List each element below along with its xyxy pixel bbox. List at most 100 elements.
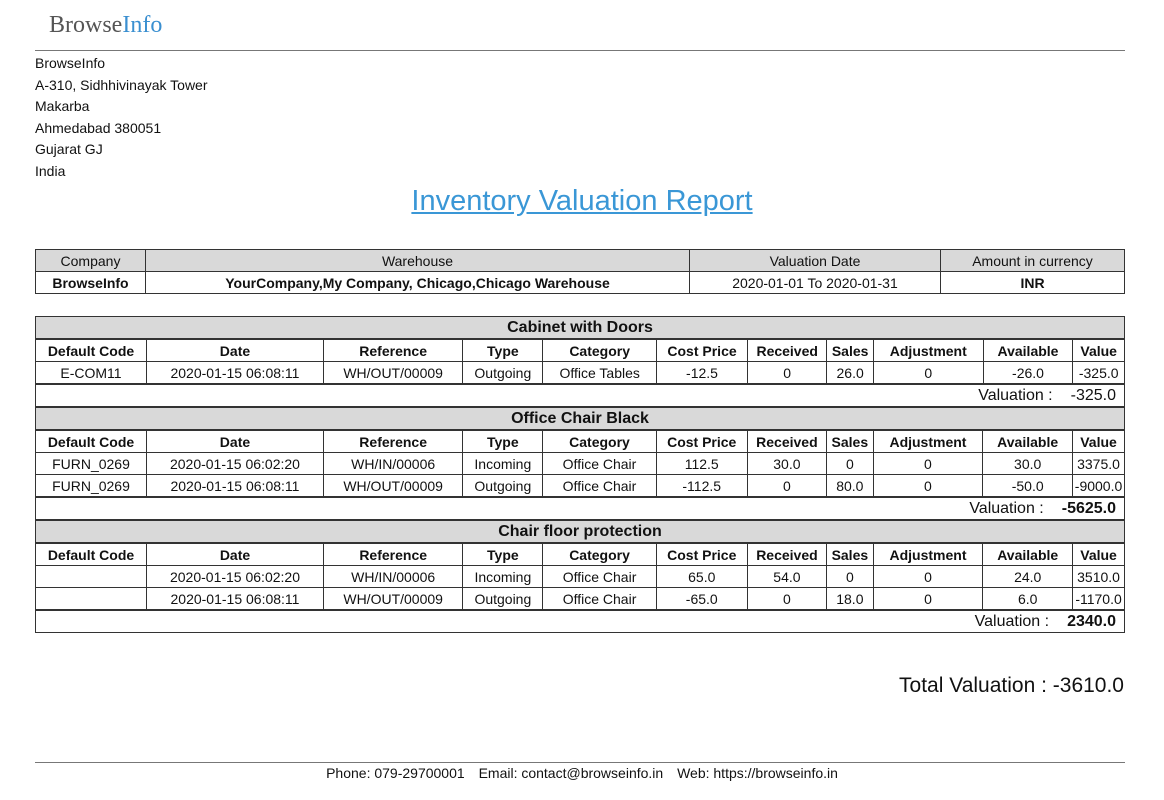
table-cell: 2020-01-15 06:02:20 [145,452,324,475]
report-info-table: Company Warehouse Valuation Date Amount … [35,249,1125,294]
product-moves-table: Default Code Date Reference Type Category Cos… [35,339,1125,384]
table-cell: -26.0 [982,361,1074,384]
table-cell: 0 [746,587,828,610]
total-value: -3610.0 [1052,674,1124,697]
column-header: Adjustment [872,543,984,566]
total-label: Total Valuation : [899,674,1047,697]
column-header: Type [462,339,544,362]
column-header: Sales [826,543,874,566]
table-cell: 0 [872,452,984,475]
table-cell: WH/OUT/00009 [322,587,464,610]
column-header: Default Code [35,339,147,362]
column-header: Category [542,430,657,453]
info-warehouse: YourCompany,My Company, Chicago,Chicago … [145,271,690,294]
product-section: Office Chair Black Default Code Date Refere… [35,407,1125,520]
column-header: Value [1072,430,1125,453]
address-line: Makarba [35,98,90,114]
table-cell: Outgoing [462,474,544,497]
product-name: Office Chair Black [35,407,1125,430]
table-cell: Outgoing [462,361,544,384]
column-header-row: Default Code Date Reference Type Category Cos… [35,430,1125,453]
table-cell [35,587,147,610]
table-cell: E-COM11 [35,361,147,384]
info-value-row: BrowseInfo YourCompany,My Company, Chica… [35,271,1125,294]
product-section: Cabinet with Doors Default Code Date Refere… [35,316,1125,407]
column-header: Available [982,543,1074,566]
column-header: Date [145,430,324,453]
product-section: Chair floor protection Default Code Date Re… [35,520,1125,633]
company-address: BrowseInfo A-310, Sidhhivinayak Tower Ma… [35,53,208,182]
table-cell: WH/OUT/00009 [322,361,464,384]
valuation-label: Valuation : [974,613,1050,630]
info-header-warehouse: Warehouse [145,249,690,272]
table-cell: 2020-01-15 06:02:20 [145,565,325,588]
table-cell: 2020-01-15 06:08:11 [145,361,324,384]
table-cell: 0 [746,474,828,497]
total-valuation: Total Valuation : -3610.0 [899,674,1124,698]
table-cell: Incoming [462,565,544,588]
column-header: Reference [322,339,464,362]
footer-phone: Phone: 079-29700001 [326,765,465,781]
column-header: Sales [826,339,874,362]
table-cell: Office Chair [542,452,657,475]
address-line: Ahmedabad 380051 [35,119,162,136]
table-cell: 3510.0 [1072,565,1125,588]
inventory-table: Cabinet with Doors Default Code Date Refere… [35,316,1125,633]
table-cell: -112.5 [655,474,748,497]
column-header: Value [1072,543,1125,566]
column-header: Received [746,430,828,453]
footer-web: Web: https://browseinfo.in [677,765,838,781]
column-header: Adjustment [872,339,984,362]
table-cell: 24.0 [982,565,1074,588]
table-cell: 80.0 [826,474,874,497]
report-title: Inventory Valuation Report [411,185,753,217]
column-header: Type [462,543,544,566]
table-cell: 0 [872,474,984,497]
info-valuation-date: 2020-01-01 To 2020-01-31 [689,271,941,294]
info-header-valuation-date: Valuation Date [689,249,941,272]
valuation-row: Valuation : 2340.0 [35,610,1125,633]
table-cell: 30.0 [746,452,828,475]
info-header-company: Company [35,249,146,272]
column-header: Available [982,430,1074,453]
table-cell: 0 [826,565,874,588]
table-cell: FURN_0269 [35,474,147,497]
table-cell: WH/IN/00006 [322,565,464,588]
table-cell: 0 [872,361,984,384]
table-cell: FURN_0269 [35,452,147,475]
table-cell: WH/OUT/00009 [322,474,464,497]
table-cell: 2020-01-15 06:08:11 [145,587,325,610]
info-header-currency: Amount in currency [940,249,1125,272]
table-cell: -50.0 [982,474,1074,497]
column-header: Cost Price [655,430,748,453]
footer: Phone: 079-29700001 Email: contact@brows… [0,765,1164,781]
table-cell: 0 [872,565,984,588]
table-row: 2020-01-15 06:08:11 WH/OUT/00009 Outgoing O… [35,587,1125,610]
footer-divider [35,762,1125,763]
column-header: Value [1072,339,1125,362]
column-header-row: Default Code Date Reference Type Category Cos… [35,543,1125,566]
column-header: Type [462,430,544,453]
column-header: Reference [322,543,464,566]
table-row: FURN_0269 2020-01-15 06:08:11 WH/OUT/00009… [35,474,1125,497]
column-header: Default Code [35,430,147,453]
column-header: Category [542,543,657,566]
product-moves-table: Default Code Date Reference Type Category Cos… [35,430,1125,497]
table-cell: 30.0 [982,452,1074,475]
company-logo: BrowseInfo [49,12,162,39]
table-cell: -325.0 [1072,361,1125,384]
table-cell: -1170.0 [1072,587,1125,610]
table-row: FURN_0269 2020-01-15 06:02:20 WH/IN/00006 I… [35,452,1125,475]
valuation-value: 2340.0 [1067,613,1116,630]
table-cell: 54.0 [746,565,828,588]
report-title-container: Inventory Valuation Report [0,185,1164,218]
table-cell: 0 [747,361,828,384]
logo-text-info: Info [122,12,163,38]
table-row: 2020-01-15 06:02:20 WH/IN/00006 Incoming Of… [35,565,1125,588]
logo-text-browse: Browse [49,12,123,38]
table-cell: 0 [872,587,984,610]
valuation-label: Valuation : [969,500,1044,517]
column-header: Cost Price [655,339,749,362]
table-cell: 18.0 [826,587,874,610]
table-cell: 0 [826,452,874,475]
